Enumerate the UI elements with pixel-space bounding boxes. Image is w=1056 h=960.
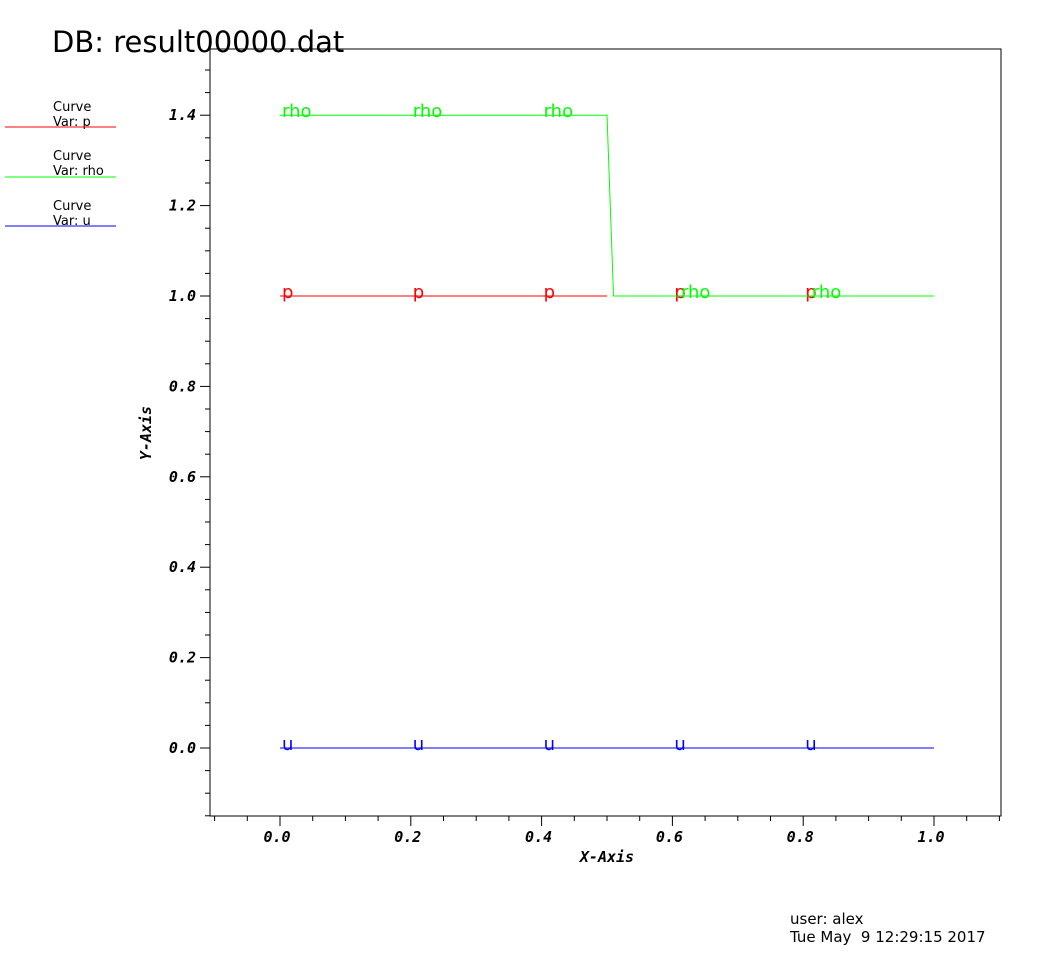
legend-curve-label-u: Curve: [53, 199, 91, 214]
series-label-u: u: [544, 734, 555, 755]
db-title: DB: result00000.dat: [52, 25, 344, 59]
legend: Curve Var: p Curve Var: rho Curve Var: u: [5, 100, 116, 229]
legend-entry-p: Curve Var: p: [5, 100, 116, 130]
series-label-p: p: [282, 282, 293, 303]
x-axis-title: X-Axis: [578, 848, 634, 866]
legend-curve-label-rho: Curve: [53, 149, 91, 164]
series-label-u: u: [282, 734, 293, 755]
legend-entry-u: Curve Var: u: [5, 199, 116, 229]
legend-var-label-rho: Var: rho: [53, 164, 104, 179]
legend-curve-label-p: Curve: [53, 100, 91, 115]
axes: 0.0 0.2 0.4 0.6 0.8 1.0 0.0 0.2 0.4 0.6 0.8 1.0 1.2 1…: [169, 69, 1000, 846]
legend-var-label-p: Var: p: [53, 115, 91, 130]
footer-user: user: alex: [790, 910, 864, 928]
series-label-rho: rho: [812, 282, 842, 303]
series-label-p: p: [805, 282, 816, 303]
plot-frame: [209, 48, 1002, 817]
x-tick-label: 0.8: [787, 828, 814, 846]
x-tick-label: 0.6: [656, 828, 683, 846]
series-label-u: u: [413, 734, 424, 755]
x-tick-label: 1.0: [917, 828, 944, 846]
series-label-u: u: [805, 734, 816, 755]
series-label-rho: rho: [544, 101, 574, 122]
series-label-p: p: [544, 282, 555, 303]
legend-entry-rho: Curve Var: rho: [5, 149, 116, 179]
y-tick-label: 1.0: [169, 287, 196, 305]
y-tick-label: 1.2: [169, 197, 196, 215]
footer-date: Tue May 9 12:29:15 2017: [789, 928, 986, 946]
y-tick-label: 0.2: [169, 649, 196, 667]
legend-var-label-u: Var: u: [53, 214, 91, 229]
series-line-rho: [280, 114, 934, 297]
series-label-p: p: [413, 282, 424, 303]
series-label-rho: rho: [282, 101, 312, 122]
y-axis-title: Y-Axis: [137, 406, 155, 460]
series-label-u: u: [674, 734, 685, 755]
y-tick-label: 1.4: [169, 106, 196, 124]
y-tick-label: 0.6: [169, 468, 196, 486]
x-tick-label: 0.0: [263, 828, 290, 846]
series-label-p: p: [674, 282, 685, 303]
y-tick-label: 0.0: [169, 739, 196, 757]
x-tick-label: 0.4: [525, 828, 552, 846]
series-label-rho: rho: [681, 282, 711, 303]
series-label-rho: rho: [413, 101, 443, 122]
x-tick-label: 0.2: [394, 828, 421, 846]
y-tick-label: 0.4: [169, 558, 196, 576]
y-tick-label: 0.8: [169, 377, 196, 395]
